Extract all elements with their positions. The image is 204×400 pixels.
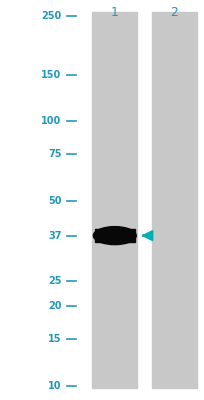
Bar	[92, 12, 137, 388]
Text: 20: 20	[48, 301, 61, 311]
Bar	[94, 229, 134, 242]
Text: 10: 10	[48, 381, 61, 391]
Bar	[151, 12, 196, 388]
Text: 2: 2	[170, 6, 177, 19]
Ellipse shape	[93, 227, 136, 245]
Text: 37: 37	[48, 231, 61, 241]
Text: 75: 75	[48, 150, 61, 160]
Text: 100: 100	[41, 116, 61, 126]
Text: 15: 15	[48, 334, 61, 344]
Text: 250: 250	[41, 11, 61, 21]
Text: 150: 150	[41, 70, 61, 80]
Text: 50: 50	[48, 196, 61, 206]
Text: 25: 25	[48, 276, 61, 286]
Text: 1: 1	[110, 6, 118, 19]
